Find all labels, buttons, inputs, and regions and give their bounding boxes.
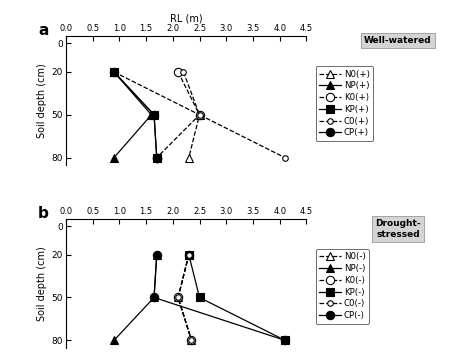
Text: Drought-
stressed: Drought- stressed — [375, 219, 421, 239]
X-axis label: RL (m): RL (m) — [170, 14, 202, 24]
Y-axis label: Soil depth (cm): Soil depth (cm) — [37, 246, 47, 321]
Legend: N0(+), NP(+), K0(+), KP(+), C0(+), CP(+): N0(+), NP(+), K0(+), KP(+), C0(+), CP(+) — [316, 66, 373, 141]
Y-axis label: Soil depth (cm): Soil depth (cm) — [37, 63, 47, 138]
Text: b: b — [38, 206, 49, 221]
Legend: N0(-), NP(-), K0(-), KP(-), C0(-), CP(-): N0(-), NP(-), K0(-), KP(-), C0(-), CP(-) — [316, 249, 369, 324]
Text: a: a — [38, 23, 49, 38]
Text: Well-watered: Well-watered — [364, 36, 432, 45]
